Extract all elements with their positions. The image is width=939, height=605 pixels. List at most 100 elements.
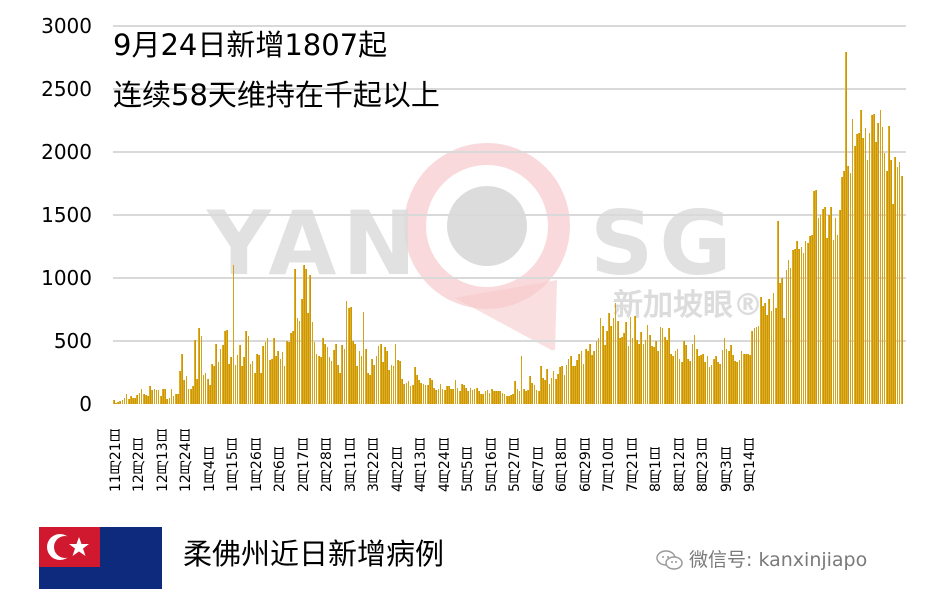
bar	[307, 313, 309, 404]
x-axis: 11月21日 12月2日 12月13日 12月24日 1月4日 1月15日 1月26日 2月6…	[108, 414, 906, 504]
bar	[531, 382, 534, 404]
bar	[712, 358, 715, 404]
bar	[279, 358, 282, 404]
bar	[794, 249, 796, 404]
bar	[828, 215, 830, 404]
bar	[717, 362, 719, 404]
bar	[469, 387, 472, 404]
bar	[674, 351, 677, 404]
bar	[779, 283, 781, 404]
bar	[364, 348, 367, 404]
x-tick-label: 1月4日	[201, 446, 218, 492]
bar	[149, 386, 151, 404]
plot-area	[113, 20, 906, 404]
x-tick-label: 6月7日	[530, 446, 547, 492]
bar	[437, 388, 440, 404]
bar	[847, 165, 850, 404]
bar	[881, 126, 884, 404]
bar	[599, 318, 602, 404]
bar	[612, 318, 615, 404]
bar	[164, 388, 166, 404]
bar	[277, 351, 280, 404]
chart-title-line2: 连续58天维持在千起以上	[113, 78, 440, 112]
bar	[503, 393, 506, 404]
bar	[115, 402, 117, 404]
bar	[450, 388, 452, 404]
bar	[345, 300, 348, 404]
bar	[234, 364, 237, 404]
bar	[841, 177, 843, 404]
bar	[181, 353, 183, 404]
bar	[661, 328, 664, 404]
bar	[209, 385, 211, 404]
bar	[668, 328, 670, 404]
bar	[505, 396, 508, 404]
bar	[320, 357, 322, 404]
bar	[633, 315, 636, 404]
x-tick-label: 9月3日	[718, 446, 735, 492]
bar	[514, 381, 517, 404]
bar	[845, 52, 847, 404]
bar	[890, 159, 892, 404]
bar	[745, 353, 747, 404]
bar	[296, 318, 299, 404]
bar	[838, 209, 841, 404]
bar	[678, 358, 681, 404]
gridline	[113, 340, 906, 342]
bar	[332, 349, 335, 404]
bar	[497, 391, 499, 404]
bar	[303, 265, 305, 404]
bar	[196, 378, 198, 404]
bar	[309, 275, 312, 404]
bar	[584, 348, 587, 404]
bar	[448, 386, 450, 404]
bar	[113, 400, 115, 404]
bar	[680, 362, 683, 404]
bar	[183, 380, 186, 404]
crescent-star-icon	[47, 534, 89, 560]
bar	[157, 390, 160, 404]
bar	[516, 388, 519, 404]
bar	[194, 339, 196, 404]
bar	[285, 341, 288, 404]
bar	[578, 353, 581, 404]
bar	[759, 296, 762, 404]
bar	[824, 207, 826, 404]
bar	[569, 356, 572, 404]
bar	[260, 372, 262, 404]
bar	[166, 398, 169, 404]
bar	[441, 388, 444, 404]
bar	[862, 138, 865, 404]
x-tick-label: 8月23日	[695, 437, 712, 492]
bar	[185, 376, 188, 404]
bar	[708, 367, 711, 404]
bar	[249, 363, 252, 404]
bar	[315, 353, 318, 404]
bar	[362, 312, 365, 404]
bar	[192, 386, 194, 404]
bar	[640, 332, 643, 404]
bar	[461, 383, 463, 404]
bar	[557, 373, 559, 404]
bar	[204, 372, 207, 404]
bar	[606, 330, 608, 404]
x-tick-label: 7月21日	[624, 437, 641, 492]
bar	[875, 141, 877, 404]
bar	[843, 170, 845, 404]
bar	[621, 337, 623, 404]
bar	[330, 361, 333, 404]
bar	[117, 402, 119, 404]
bar	[648, 334, 651, 404]
bar	[247, 335, 250, 404]
bar	[508, 396, 510, 404]
gridline	[113, 88, 906, 90]
gridline	[113, 151, 906, 153]
bar	[271, 358, 273, 404]
bar	[399, 361, 401, 404]
bar	[774, 308, 777, 404]
bar	[422, 383, 425, 404]
bar	[747, 353, 749, 404]
x-tick-label: 8月1日	[648, 446, 665, 492]
bar	[371, 358, 373, 404]
bar	[832, 240, 835, 404]
